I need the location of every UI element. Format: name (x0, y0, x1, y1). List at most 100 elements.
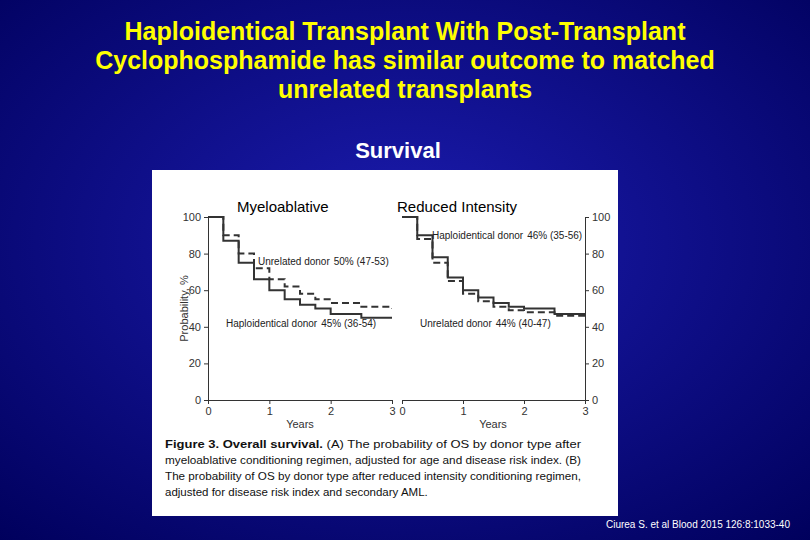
slide: Haploidentical Transplant With Post-Tran… (0, 0, 810, 540)
tick: 2 (328, 400, 334, 417)
tick-mark (585, 217, 589, 218)
panel-title: Reduced Intensity (397, 198, 518, 215)
estimate-label: 44% (40-47) (496, 318, 551, 329)
tick: 2 (521, 400, 527, 417)
tick-label: 100 (183, 211, 201, 223)
annotation: Unrelated donor 44% (40-47) (420, 318, 551, 329)
tick-mark (204, 254, 208, 255)
tick: 80 (585, 248, 604, 260)
tick: 40 (189, 321, 208, 333)
tick-label: 2 (328, 405, 334, 417)
estimate-label: 45% (36-54) (321, 318, 376, 329)
tick-label: 20 (592, 357, 604, 369)
tick-mark (204, 217, 208, 218)
plot-area (208, 217, 392, 318)
tick-mark (392, 400, 393, 404)
axis-line (403, 400, 586, 401)
caption-line: The probability of OS by donor type afte… (165, 470, 581, 482)
tick: 20 (585, 357, 604, 369)
chart: 0123020406080100Haploidentical donor46% … (397, 198, 610, 430)
tick-mark (204, 290, 208, 291)
axis-line (208, 218, 209, 401)
tick-label: 0 (205, 405, 211, 417)
figure-panel (152, 170, 618, 516)
tick-mark (204, 327, 208, 328)
tick-label: 0 (592, 394, 598, 406)
caption-text: adjusted for disease risk index and seco… (165, 486, 428, 498)
tick-mark (269, 400, 270, 404)
estimate-label: 50% (47-53) (334, 256, 389, 267)
caption-text: (A) The probability of OS by donor type … (323, 438, 581, 450)
caption-line: myeloablative conditioning regimen, adju… (165, 454, 581, 466)
annotation: Haploidentical donor46% (35-56) (432, 230, 582, 241)
tick: 60 (189, 284, 208, 296)
tick-mark (585, 400, 589, 401)
tick-label: 20 (189, 357, 201, 369)
tick-label: 2 (521, 405, 527, 417)
tick: 3 (582, 400, 588, 417)
axis-line (209, 400, 393, 401)
tick-mark (204, 363, 208, 364)
tick: 0 (195, 394, 208, 406)
y-axis-label: Probability, % (178, 275, 190, 342)
x-axis: 0 1 2 3 (205, 400, 395, 417)
tick: 0 (585, 394, 598, 406)
tick-label: 60 (592, 284, 604, 296)
tick-mark (585, 327, 589, 328)
background (0, 0, 810, 540)
survival-line (208, 217, 392, 309)
tick-label: 0 (399, 405, 405, 417)
tick-label: 80 (189, 248, 201, 260)
tick-mark (331, 400, 332, 404)
tick-label: 60 (189, 284, 201, 296)
tick-mark (585, 363, 589, 364)
tick-mark (402, 400, 403, 404)
survival-line (402, 217, 585, 316)
tick-label: 40 (592, 321, 604, 333)
series-name: Haploidentical donor (226, 318, 318, 329)
tick-label: 3 (582, 405, 588, 417)
title: Cyclophosphamide has similar outcome to … (95, 46, 715, 74)
x-axis: 0 1 2 3 (399, 400, 588, 417)
tick-label: 100 (592, 211, 610, 223)
tick-mark (463, 400, 464, 404)
tick: 1 (460, 400, 466, 417)
tick: 100 (585, 211, 610, 223)
subtitle: Survival (355, 138, 441, 163)
caption-text: The probability of OS by donor type afte… (165, 470, 581, 482)
tick-label: 0 (195, 394, 201, 406)
annotation: Unrelated donor 50% (47-53) (258, 256, 389, 267)
tick: 3 (389, 400, 395, 417)
caption-line: adjusted for disease risk index and seco… (165, 486, 428, 498)
tick: 1 (267, 400, 273, 417)
tick: 80 (189, 248, 208, 260)
tick-mark (524, 400, 525, 404)
series-name: Haploidentical donor (432, 230, 524, 241)
tick-label: 80 (592, 248, 604, 260)
title: Haploidentical Transplant With Post-Tran… (125, 17, 687, 45)
caption-text: myeloablative conditioning regimen, adju… (165, 454, 581, 466)
caption-heading: Figure 3. Overall survival. (165, 438, 323, 450)
tick-mark (204, 400, 208, 401)
tick-label: 1 (460, 405, 466, 417)
series-name: Unrelated donor (258, 256, 330, 267)
survival-line (208, 217, 392, 318)
series-name: Unrelated donor (420, 318, 492, 329)
tick-mark (585, 290, 589, 291)
tick-label: 1 (267, 405, 273, 417)
tick-mark (208, 400, 209, 404)
tick: 0 (205, 400, 211, 417)
x-axis-label: Years (286, 418, 314, 430)
y-axis: 0 20 40 60 80 100 (585, 211, 610, 406)
panel-title: Myeloablative (237, 198, 329, 215)
tick-label: 3 (389, 405, 395, 417)
tick-mark (585, 254, 589, 255)
tick: 60 (585, 284, 604, 296)
tick: 0 (399, 400, 405, 417)
chart: 0 1 2 3 0 20 40 60 80 100 Unrelated donor 50% (47-5… (178, 198, 396, 430)
tick: 40 (585, 321, 604, 333)
axis-line (585, 218, 586, 401)
plot-area (402, 217, 585, 319)
caption-line: Figure 3. Overall survival. (A) The prob… (165, 438, 581, 450)
tick: 20 (189, 357, 208, 369)
